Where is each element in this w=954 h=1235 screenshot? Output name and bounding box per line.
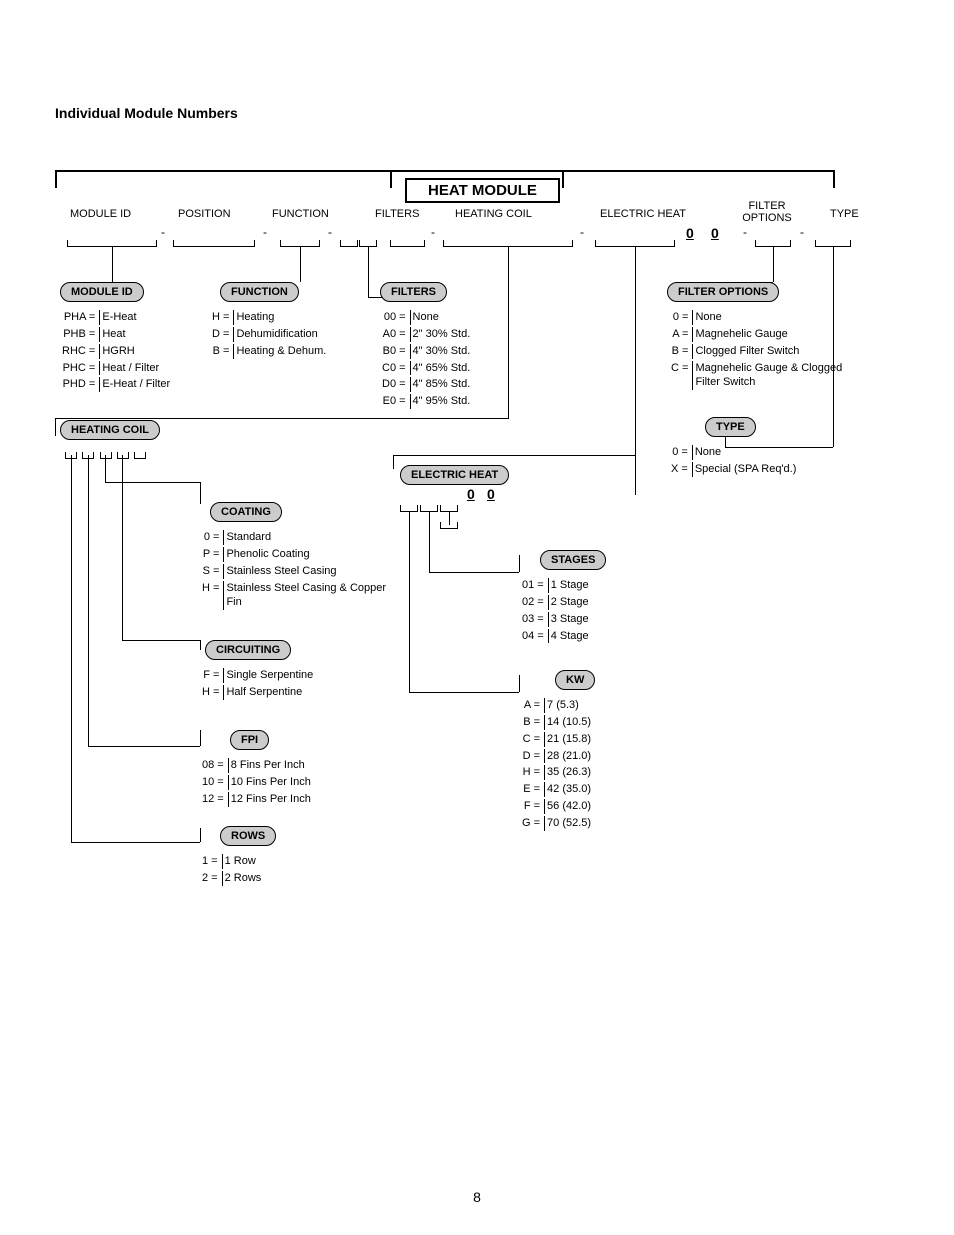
legend-module-id: PHA =E-HeatPHB =HeatRHC =HGRHPHC =Heat /… [60, 308, 176, 394]
pill-type: TYPE [705, 417, 756, 437]
pill-coating: COATING [210, 502, 282, 522]
pill-filter-options: FILTER OPTIONS [667, 282, 779, 302]
pill-circuiting: CIRCUITING [205, 640, 291, 660]
legend-filter-options: 0 =NoneA =Magnehelic GaugeB =Clogged Fil… [669, 308, 859, 392]
col-module-id: MODULE ID [70, 208, 131, 220]
eh-zero-2: 0 [487, 486, 495, 502]
pill-heating-coil: HEATING COIL [60, 420, 160, 440]
pill-function: FUNCTION [220, 282, 299, 302]
pill-module-id: MODULE ID [60, 282, 144, 302]
pill-stages: STAGES [540, 550, 606, 570]
legend-fpi: 08 =8 Fins Per Inch10 =10 Fins Per Inch1… [200, 756, 317, 809]
legend-coating: 0 =StandardP =Phenolic CoatingS =Stainle… [200, 528, 400, 612]
legend-function: H =HeatingD =DehumidificationB =Heating … [210, 308, 332, 361]
legend-circuiting: F =Single SerpentineH =Half Serpentine [200, 666, 319, 702]
header-zero-2: 0 [711, 225, 719, 241]
col-electric-heat: ELECTRIC HEAT [600, 208, 686, 220]
legend-filters: 00 =NoneA0 =2" 30% Std.B0 =4" 30% Std.C0… [380, 308, 476, 411]
legend-kw: A =7 (5.3)B =14 (10.5)C =21 (15.8)D =28 … [520, 696, 597, 833]
pill-kw: KW [555, 670, 595, 690]
legend-stages: 01 =1 Stage02 =2 Stage03 =3 Stage04 =4 S… [520, 576, 595, 645]
col-type: TYPE [830, 208, 859, 220]
diagram: HEAT MODULE MODULE ID POSITION FUNCTION … [55, 170, 890, 890]
legend-type: 0 =NoneX =Special (SPA Req'd.) [669, 443, 802, 479]
col-heating-coil: HEATING COIL [455, 208, 532, 220]
page-number: 8 [473, 1189, 481, 1205]
col-filters: FILTERS [375, 208, 419, 220]
heat-module-title: HEAT MODULE [405, 178, 560, 203]
pill-fpi: FPI [230, 730, 269, 750]
col-position: POSITION [178, 208, 231, 220]
col-filter-options: FILTER OPTIONS [737, 200, 797, 224]
header-zero-1: 0 [686, 225, 694, 241]
pill-filters: FILTERS [380, 282, 447, 302]
col-function: FUNCTION [272, 208, 329, 220]
pill-electric-heat: ELECTRIC HEAT [400, 465, 509, 485]
pill-rows: ROWS [220, 826, 276, 846]
legend-rows: 1 =1 Row2 =2 Rows [200, 852, 267, 888]
page-title: Individual Module Numbers [55, 105, 238, 121]
eh-zero-1: 0 [467, 486, 475, 502]
